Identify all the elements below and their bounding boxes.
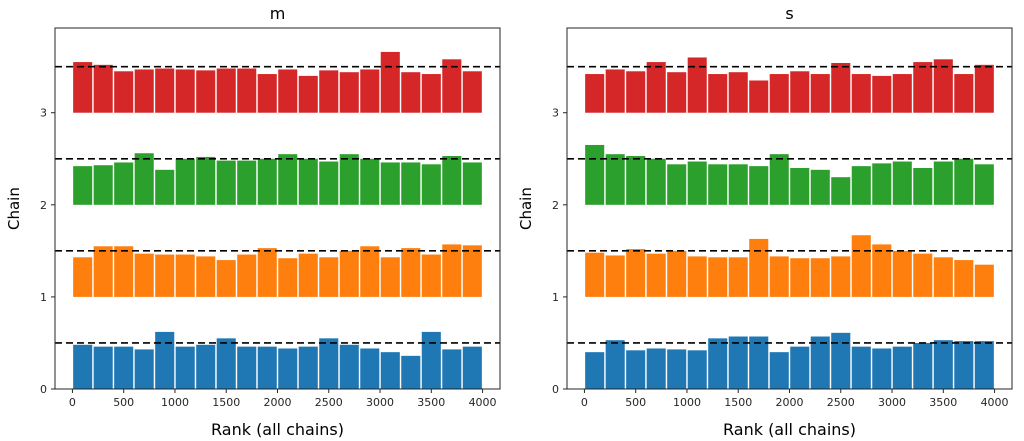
- svg-text:3500: 3500: [417, 396, 445, 409]
- svg-text:1500: 1500: [724, 396, 752, 409]
- svg-text:0: 0: [552, 383, 559, 396]
- svg-text:1: 1: [552, 291, 559, 304]
- svg-text:1000: 1000: [161, 396, 189, 409]
- svg-text:2000: 2000: [776, 396, 804, 409]
- svg-text:3500: 3500: [929, 396, 957, 409]
- rank-histogram-s: 0 500 1000 1500 2000 2500 3000 3500 4000 0 1 2 3: [552, 27, 1013, 409]
- svg-text:500: 500: [625, 396, 646, 409]
- svg-text:1: 1: [40, 291, 47, 304]
- subplot-m: m Chain 0 500 1000 1500 2000 2500 3000 3500 4000…: [5, 4, 501, 439]
- chart-title-s: s: [785, 4, 794, 23]
- svg-text:2500: 2500: [827, 396, 855, 409]
- x-axis-label-m: Rank (all chains): [211, 420, 344, 439]
- rank-histogram-m: 0 500 1000 1500 2000 2500 3000 3500 4000 0 1 2 3: [40, 27, 501, 409]
- svg-text:0: 0: [581, 396, 588, 409]
- svg-text:2: 2: [40, 199, 47, 212]
- svg-text:2000: 2000: [264, 396, 292, 409]
- svg-text:0: 0: [69, 396, 76, 409]
- svg-text:1000: 1000: [673, 396, 701, 409]
- svg-text:2: 2: [552, 199, 559, 212]
- svg-text:1500: 1500: [212, 396, 240, 409]
- svg-text:3000: 3000: [878, 396, 906, 409]
- svg-text:500: 500: [113, 396, 134, 409]
- subplot-s: s Chain 0 500 1000 1500 2000 2500 3000 3500 4000…: [512, 0, 1024, 441]
- chart-title-m: m: [269, 4, 286, 23]
- svg-text:4000: 4000: [981, 396, 1009, 409]
- svg-text:3: 3: [40, 107, 47, 120]
- svg-text:3: 3: [552, 107, 559, 120]
- svg-text:3000: 3000: [366, 396, 394, 409]
- svg-text:2500: 2500: [315, 396, 343, 409]
- x-axis-label-s: Rank (all chains): [723, 420, 856, 439]
- svg-text:0: 0: [40, 383, 47, 396]
- svg-text:4000: 4000: [469, 396, 497, 409]
